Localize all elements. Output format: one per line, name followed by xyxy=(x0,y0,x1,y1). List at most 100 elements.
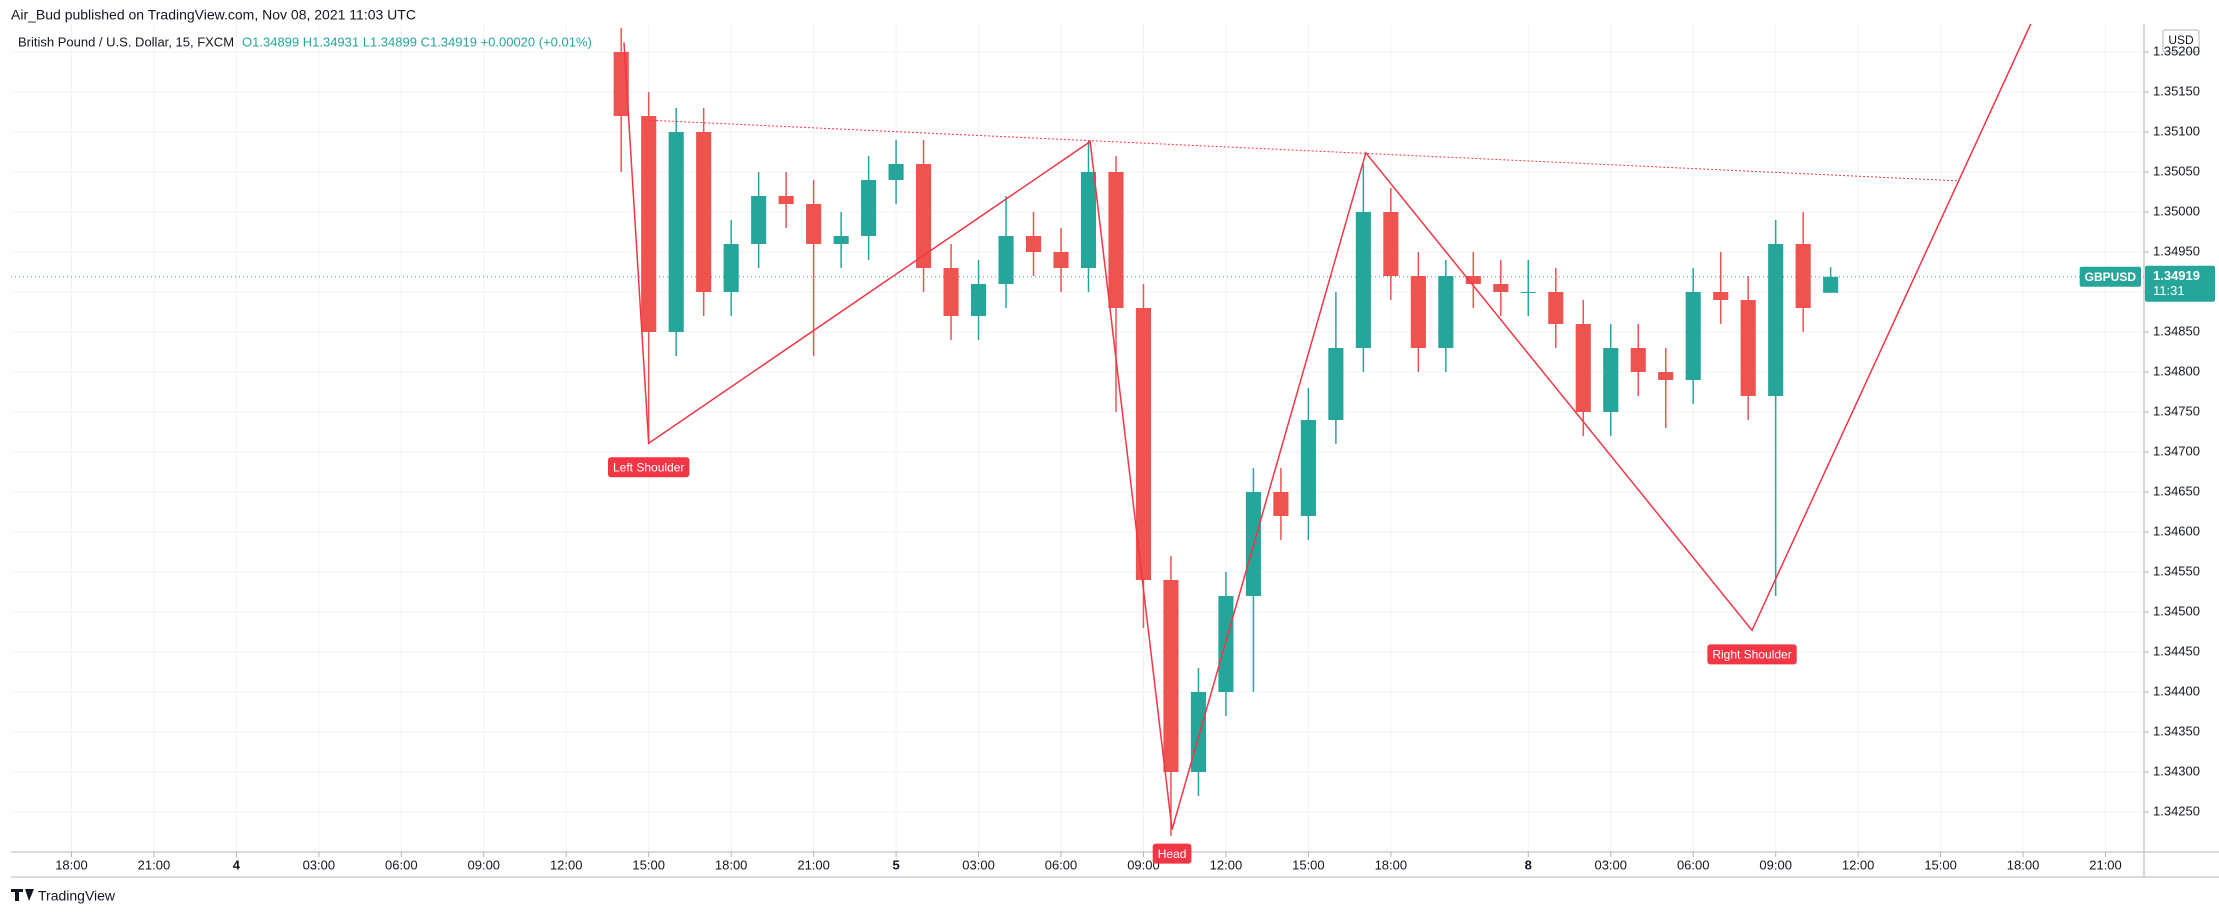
y-tick-label: 1.34450 xyxy=(2153,643,2200,658)
y-tick-label: 1.35050 xyxy=(2153,163,2200,178)
y-tick-label: 1.34550 xyxy=(2153,563,2200,578)
y-tick-label: 1.34600 xyxy=(2153,523,2200,538)
pattern-label-box xyxy=(1707,644,1797,665)
y-tick-label: 1.34400 xyxy=(2153,683,2200,698)
candle-body xyxy=(1025,236,1042,252)
candle-body xyxy=(696,132,712,292)
x-tick-label: 12:00 xyxy=(1842,857,1875,872)
symbol: GBPUSD xyxy=(2085,270,2137,284)
candle-body xyxy=(916,164,932,268)
brand: TradingView xyxy=(38,888,116,904)
pattern-label: Left Shoulder xyxy=(613,460,684,474)
y-tick-label: 1.35150 xyxy=(2153,83,2200,98)
candle-body xyxy=(1163,580,1179,772)
pattern-label-box xyxy=(608,457,690,478)
candle-body xyxy=(751,196,767,244)
candle-body xyxy=(806,204,822,244)
y-tick-label: 1.35000 xyxy=(2153,203,2200,218)
x-tick-label: 15:00 xyxy=(1924,857,1957,872)
x-tick-label: 21:00 xyxy=(2089,857,2122,872)
x-tick-label: 5 xyxy=(892,857,899,872)
candle-body xyxy=(861,180,877,236)
candle-body xyxy=(1823,276,1839,293)
publisher: Air_Bud published on TradingView.com, No… xyxy=(11,7,416,23)
candle-body xyxy=(1520,292,1536,293)
candle-body xyxy=(943,268,959,316)
x-tick-label: 8 xyxy=(1525,857,1532,872)
x-tick-label: 03:00 xyxy=(303,857,336,872)
x-tick-label: 06:00 xyxy=(1045,857,1078,872)
x-tick-label: 03:00 xyxy=(1594,857,1627,872)
x-tick-label: 18:00 xyxy=(2007,857,2040,872)
pattern-label: Head xyxy=(1158,847,1187,861)
candle-body xyxy=(1685,292,1701,380)
candle-body xyxy=(1713,292,1729,300)
y-tick-label: 1.35200 xyxy=(2153,43,2200,58)
candle-body xyxy=(1548,292,1564,324)
candle-body xyxy=(1108,172,1124,308)
y-tick-label: 1.34300 xyxy=(2153,763,2200,778)
countdown: 11:31 xyxy=(2153,283,2185,298)
candle-body xyxy=(1328,348,1344,420)
x-tick-label: 18:00 xyxy=(1375,857,1408,872)
y-tick-label: 1.34950 xyxy=(2153,243,2200,258)
chart-title: British Pound / U.S. Dollar, 15, FXCM xyxy=(18,34,234,49)
x-tick-label: 09:00 xyxy=(1127,857,1160,872)
price-tag xyxy=(2145,265,2215,302)
pattern-line xyxy=(623,23,2032,830)
y-tick-label: 1.34250 xyxy=(2153,803,2200,818)
pattern-label: Right Shoulder xyxy=(1712,648,1791,662)
y-tick-label: 1.35100 xyxy=(2153,123,2200,138)
currency: USD xyxy=(2168,33,2194,47)
candle-body xyxy=(1355,212,1371,348)
candle-body xyxy=(833,236,849,244)
ohlc-values: O1.34899 H1.34931 L1.34899 C1.34919 +0.0… xyxy=(242,34,592,49)
candle-body xyxy=(1795,244,1811,308)
candle-body xyxy=(970,284,987,316)
candle-body xyxy=(1768,244,1784,396)
x-tick-label: 09:00 xyxy=(1759,857,1792,872)
candle-body xyxy=(723,244,739,292)
candle-body xyxy=(1410,276,1426,348)
candle-body xyxy=(1630,348,1646,372)
candle-body xyxy=(1273,492,1289,516)
x-tick-label: 18:00 xyxy=(715,857,748,872)
candle-body xyxy=(1300,420,1316,516)
x-tick-label: 15:00 xyxy=(1292,857,1325,872)
candle-body xyxy=(1493,284,1509,292)
symbol-tag xyxy=(2079,266,2141,287)
x-tick-label: 06:00 xyxy=(385,857,418,872)
y-tick-label: 1.34850 xyxy=(2153,323,2200,338)
x-tick-label: 06:00 xyxy=(1677,857,1710,872)
y-tick-label: 1.34700 xyxy=(2153,443,2200,458)
grid xyxy=(11,24,2144,852)
y-tick-label: 1.34350 xyxy=(2153,723,2200,738)
currency-box xyxy=(2162,29,2200,53)
x-tick-label: 21:00 xyxy=(797,857,830,872)
brand-logo xyxy=(11,889,34,901)
y-tick-label: 1.34500 xyxy=(2153,603,2200,618)
x-tick-label: 09:00 xyxy=(468,857,501,872)
candle-body xyxy=(1575,324,1591,412)
candle-body xyxy=(888,164,904,180)
candle-body xyxy=(1438,276,1454,348)
candle-body xyxy=(1658,372,1674,380)
candle-body xyxy=(1053,252,1069,268)
x-tick-label: 21:00 xyxy=(138,857,171,872)
y-tick-label: 1.34800 xyxy=(2153,363,2200,378)
x-tick-label: 03:00 xyxy=(962,857,995,872)
candle-body xyxy=(1603,348,1619,412)
x-tick-label: 12:00 xyxy=(550,857,583,872)
x-tick-label: 15:00 xyxy=(632,857,665,872)
candle-body xyxy=(1080,172,1097,268)
candle-body xyxy=(1135,308,1152,580)
price-tag-label: 1.34919 xyxy=(2153,268,2200,283)
y-tick-label: 1.34650 xyxy=(2153,483,2200,498)
candle-body xyxy=(1465,276,1481,284)
x-tick-label: 4 xyxy=(233,857,241,872)
neckline xyxy=(644,119,1958,182)
candle-body xyxy=(1740,300,1756,396)
